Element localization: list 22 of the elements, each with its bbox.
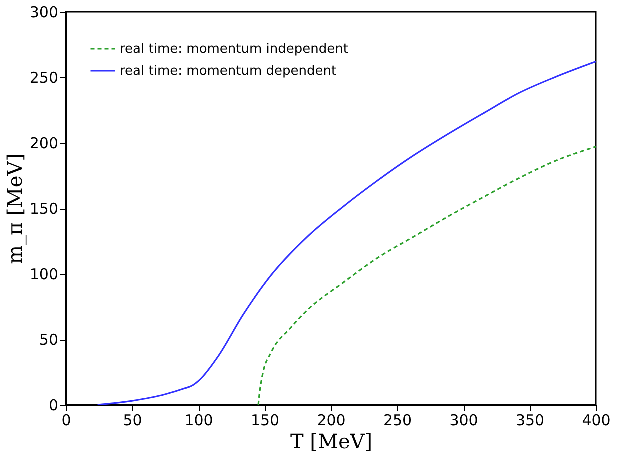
- y-tick-label: 150: [30, 200, 58, 218]
- x-tick-label: 200: [317, 412, 346, 430]
- x-tick-label: 250: [383, 412, 412, 430]
- y-tick-label: 100: [30, 266, 58, 284]
- x-tick-label: 400: [582, 412, 611, 430]
- x-tick-label: 0: [62, 412, 72, 430]
- y-tick-label: 0: [48, 396, 58, 414]
- y-tick-label: 50: [39, 331, 58, 349]
- y-axis-title: m_π [MeV]: [2, 154, 27, 264]
- y-tick-label: 200: [30, 134, 58, 152]
- x-tick-label: 100: [184, 412, 214, 430]
- x-tick-label: 300: [450, 412, 478, 430]
- y-tick-label: 300: [30, 4, 58, 22]
- x-tick-label: 150: [250, 412, 280, 430]
- legend-label: real time: momentum dependent: [120, 64, 337, 79]
- x-tick-label: 50: [123, 412, 142, 430]
- legend-label: real time: momentum independent: [120, 42, 348, 57]
- x-axis-title: T [MeV]: [290, 430, 373, 454]
- x-tick-label: 350: [516, 412, 545, 430]
- y-tick-label: 250: [30, 69, 58, 87]
- line-series: [97, 60, 596, 405]
- line-series: [258, 146, 596, 405]
